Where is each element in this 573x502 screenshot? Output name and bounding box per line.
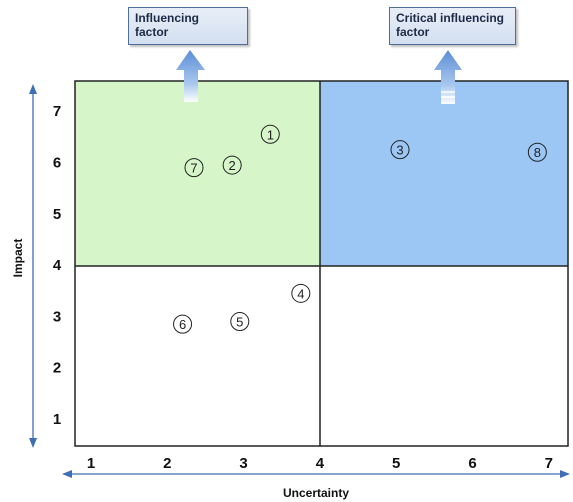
data-point: 2 xyxy=(222,155,242,175)
y-tick-label: 7 xyxy=(53,103,61,120)
x-axis-title: Uncertainty xyxy=(283,486,349,500)
quadrant-top-right xyxy=(320,81,568,266)
data-point-circle xyxy=(260,124,280,144)
data-point-circle xyxy=(527,142,547,162)
quadrant-top-left xyxy=(75,81,320,266)
y-tick-label: 5 xyxy=(53,206,61,223)
x-tick-label: 4 xyxy=(316,455,325,472)
data-point-circle xyxy=(390,140,410,160)
data-point-circle xyxy=(173,314,193,334)
plot-frame xyxy=(74,80,569,447)
data-point-label: 7 xyxy=(190,161,197,176)
quadrant-bottom-left xyxy=(75,266,320,446)
callout-influencing-factor: Influencing factor xyxy=(128,7,248,45)
data-point-label: 2 xyxy=(229,158,236,173)
data-point-label: 6 xyxy=(179,317,186,332)
quadrant-bottom-right xyxy=(320,266,568,446)
callout-right-line-1: Critical influencing xyxy=(396,11,505,25)
callout-left-line-1: Influencing xyxy=(135,11,199,25)
data-point-circle xyxy=(291,283,311,303)
x-tick-label: 5 xyxy=(392,455,400,472)
data-point-label: 5 xyxy=(236,315,243,330)
callout-right-line-2: factor xyxy=(396,25,430,39)
data-point: 1 xyxy=(260,124,280,144)
callout-critical-influencing-factor: Critical influencing factor xyxy=(389,7,516,45)
x-tick-label: 7 xyxy=(545,455,553,472)
callout-left-line-2: factor xyxy=(135,25,169,39)
arrow-up-left-icon xyxy=(176,50,205,102)
x-axis-ticks: 1 2 3 4 5 6 7 xyxy=(87,455,553,472)
y-axis-ticks: 1 2 3 4 5 6 7 xyxy=(53,103,62,428)
x-tick-label: 1 xyxy=(87,455,95,472)
data-point: 4 xyxy=(291,283,311,303)
data-point: 5 xyxy=(230,312,250,332)
data-point-label: 4 xyxy=(297,286,304,301)
data-point-circle xyxy=(184,158,204,178)
data-point: 7 xyxy=(184,158,204,178)
data-point-circle xyxy=(222,155,242,175)
data-point-label: 3 xyxy=(396,143,403,158)
data-point: 3 xyxy=(390,140,410,160)
arrow-up-right-icon xyxy=(434,50,462,104)
data-point-label: 1 xyxy=(267,127,274,142)
y-tick-label: 2 xyxy=(53,360,61,377)
data-points: 1 2 3 4 5 6 7 8 xyxy=(173,124,547,334)
x-tick-label: 6 xyxy=(468,455,476,472)
y-axis-title: Impact xyxy=(11,239,25,278)
data-point-circle xyxy=(230,312,250,332)
y-tick-label: 4 xyxy=(53,257,62,274)
x-axis-arrow-icon xyxy=(62,470,570,478)
data-point: 8 xyxy=(527,142,547,162)
y-tick-label: 3 xyxy=(53,308,61,325)
data-point: 6 xyxy=(173,314,193,334)
y-tick-label: 6 xyxy=(53,155,61,172)
x-tick-label: 2 xyxy=(163,455,171,472)
data-point-label: 8 xyxy=(534,145,541,160)
y-axis-arrow-icon xyxy=(29,84,37,448)
y-tick-label: 1 xyxy=(53,411,61,428)
x-tick-label: 3 xyxy=(239,455,247,472)
